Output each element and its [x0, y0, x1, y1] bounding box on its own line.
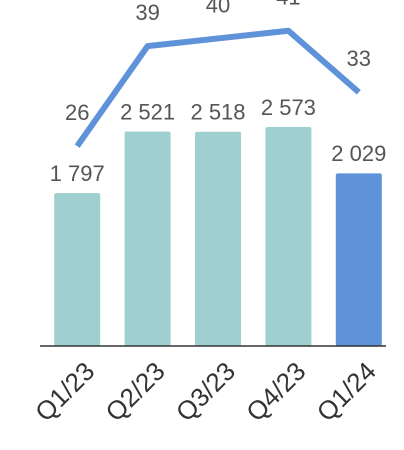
x-tick-label: Q2/23: [99, 356, 170, 427]
bar: [54, 193, 101, 346]
line-value-label: 40: [206, 0, 230, 17]
x-tick-label: Q1/24: [311, 356, 382, 427]
bar-value-label: 2 029: [331, 141, 386, 166]
line-value-label: 41: [276, 0, 300, 10]
bar: [124, 131, 171, 346]
line-value-label: 33: [347, 46, 371, 71]
line-value-label: 26: [65, 100, 89, 125]
bar-value-label: 2 518: [190, 100, 245, 125]
bar-value-label: 2 521: [120, 99, 175, 124]
bar-value-label: 2 573: [261, 95, 316, 120]
bar-value-label: 1 797: [50, 161, 105, 186]
line-value-label: 39: [135, 0, 159, 25]
x-tick-label: Q4/23: [240, 356, 311, 427]
x-tick-label: Q3/23: [170, 356, 241, 427]
bar: [195, 131, 241, 346]
bar: [335, 173, 382, 346]
bar: [265, 127, 312, 346]
line: [74, 27, 361, 148]
x-tick-label: Q1/23: [29, 356, 100, 427]
